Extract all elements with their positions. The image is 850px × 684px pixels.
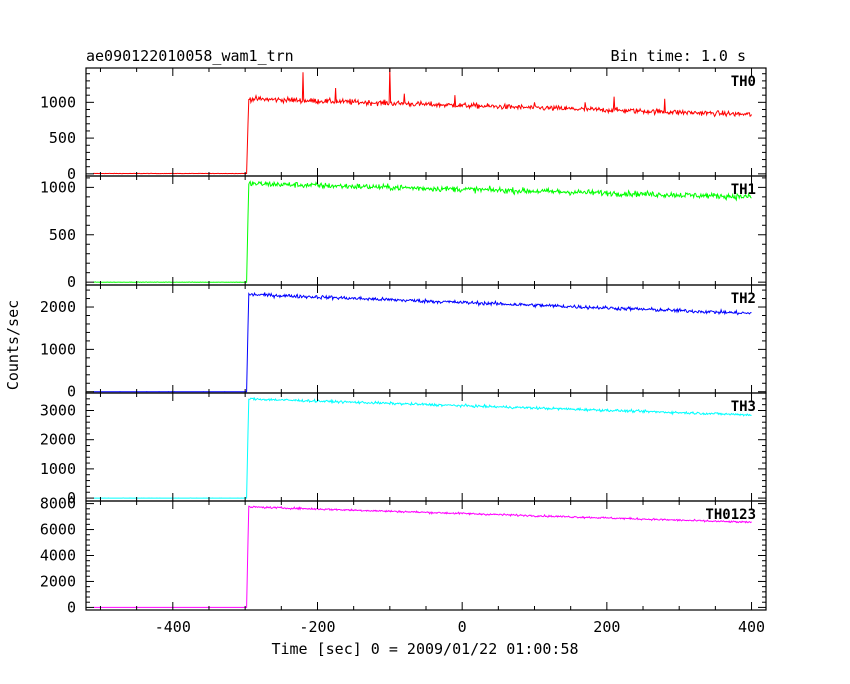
- y-tick-label: 0: [67, 273, 76, 291]
- panel-th1: 0 500 1000 TH1: [40, 175, 767, 291]
- y-tick-label: 8000: [40, 495, 76, 513]
- y-tick-label: 2000: [40, 572, 76, 590]
- panel-th0: 0 500 1000 TH0: [40, 67, 767, 183]
- y-tick-label: 4000: [40, 547, 76, 565]
- panel-th0123: 0 2000 4000 6000 8000 TH0123: [40, 495, 767, 616]
- panel-frame: [85, 175, 767, 286]
- y-tick-label: 3000: [40, 402, 76, 420]
- panel-label: TH3: [731, 399, 756, 415]
- y-tick-label: 0: [67, 489, 76, 507]
- panel-label: TH1: [731, 182, 756, 198]
- x-tick-label: 200: [593, 618, 620, 636]
- y-tick-label: 6000: [40, 521, 76, 539]
- y-tick-label: 0: [67, 598, 76, 616]
- series-line-th0123: [93, 505, 752, 608]
- x-tick-label: -200: [299, 618, 335, 636]
- series-line-th0: [93, 68, 752, 175]
- panel-th3: 0 1000 2000 3000 TH3: [40, 392, 767, 507]
- panel-frame: [85, 392, 767, 502]
- x-tick-label: -400: [155, 618, 191, 636]
- y-tick-label: 1000: [40, 340, 76, 358]
- panel-frame: [85, 67, 767, 177]
- chart-title: ae090122010058_wam1_trn: [86, 47, 294, 65]
- series-line-th1: [93, 180, 752, 283]
- series-line-th2: [93, 291, 752, 393]
- y-tick-label: 2000: [40, 431, 76, 449]
- y-tick-label: 1000: [40, 460, 76, 478]
- panel-th2: 0 1000 2000 TH2: [40, 284, 767, 401]
- panel-label: TH0: [731, 74, 756, 90]
- y-axis-label: Counts/sec: [4, 300, 22, 390]
- panel-frame: [85, 500, 767, 611]
- panel-label: TH2: [731, 291, 756, 307]
- y-tick-label: 0: [67, 165, 76, 183]
- y-tick-label: 500: [49, 129, 76, 147]
- series-line-th3: [93, 396, 752, 499]
- x-tick-label: 0: [458, 618, 467, 636]
- y-tick-label: 500: [49, 226, 76, 244]
- y-tick-label: 1000: [40, 178, 76, 196]
- y-tick-label: 0: [67, 383, 76, 401]
- x-tick-label: 400: [738, 618, 765, 636]
- panel-label: TH0123: [705, 507, 756, 523]
- y-tick-label: 2000: [40, 298, 76, 316]
- bin-time-label: Bin time: 1.0 s: [611, 47, 746, 65]
- y-tick-label: 1000: [40, 93, 76, 111]
- x-axis-label: Time [sec] 0 = 2009/01/22 01:00:58: [271, 640, 578, 658]
